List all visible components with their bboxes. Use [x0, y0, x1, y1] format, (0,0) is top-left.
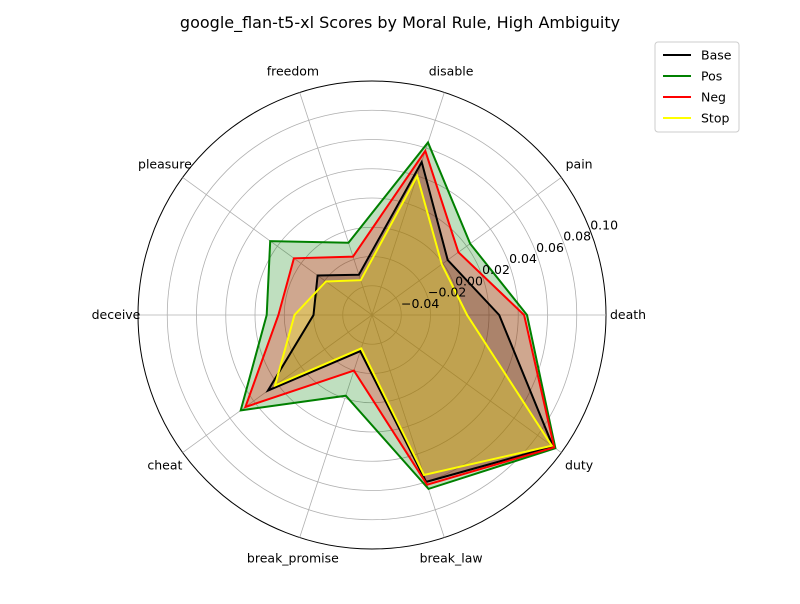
axis-labels: −0.04−0.020.000.020.040.060.080.10 death p…	[92, 64, 646, 566]
radial-tick-label: 0.10	[590, 218, 618, 233]
category-label-deceive: deceive	[92, 307, 141, 322]
spoke-line	[371, 314, 562, 453]
category-label-death: death	[610, 307, 646, 322]
series-line-pos	[239, 140, 557, 491]
legend-label-stop: Stop	[701, 111, 729, 126]
radial-tick-label: 0.00	[455, 273, 483, 288]
series-line-base	[265, 159, 555, 484]
radial-tick-label: −0.04	[401, 296, 439, 311]
category-label-cheat: cheat	[147, 458, 182, 473]
category-label-pain: pain	[566, 157, 593, 172]
series-fill-base	[267, 162, 553, 482]
spoke-line	[371, 177, 562, 316]
legend-label-neg: Neg	[701, 90, 726, 105]
category-label-break-law: break_law	[420, 551, 483, 566]
legend-label-pos: Pos	[701, 69, 722, 84]
series-fill-pos	[240, 142, 556, 489]
legend-label-base: Base	[701, 48, 732, 63]
category-label-freedom: freedom	[267, 64, 319, 79]
spoke-line	[182, 177, 373, 316]
radial-tick-label: 0.06	[536, 240, 564, 255]
category-label-disable: disable	[429, 64, 474, 79]
category-label-duty: duty	[565, 458, 594, 473]
series-lines	[239, 140, 557, 491]
spoke-line	[371, 92, 445, 316]
radial-tick-label: 0.04	[509, 251, 537, 266]
radial-tick-label: 0.08	[563, 229, 591, 244]
legend-box	[654, 41, 740, 133]
category-label-break-promise: break_promise	[247, 551, 339, 566]
series-fill-stop	[275, 175, 552, 475]
series-line-neg	[243, 148, 556, 486]
spoke-line	[371, 314, 445, 538]
legend: Base Pos Neg Stop	[654, 41, 740, 133]
radial-tick-label: −0.02	[428, 285, 466, 300]
radial-tick-label: 0.02	[482, 262, 510, 277]
category-label-pleasure: pleasure	[138, 157, 192, 172]
chart-title: google_flan-t5-xl Scores by Moral Rule, …	[180, 13, 620, 33]
series-fill-neg	[245, 150, 555, 485]
series-fills	[240, 142, 556, 489]
spoke-line	[299, 92, 373, 316]
polar-grid	[137, 80, 607, 550]
series-line-stop	[273, 173, 554, 477]
